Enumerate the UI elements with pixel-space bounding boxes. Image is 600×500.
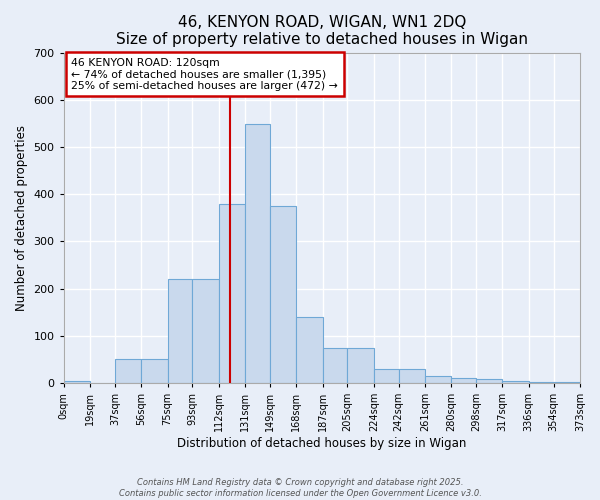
Bar	[451, 378, 476, 383]
Bar	[502, 380, 529, 383]
Bar	[64, 380, 90, 383]
Bar	[323, 348, 347, 383]
Bar	[374, 369, 398, 383]
Bar	[270, 206, 296, 383]
Bar	[245, 124, 270, 383]
Bar	[476, 380, 502, 383]
Bar	[219, 204, 245, 383]
Bar	[193, 279, 219, 383]
Bar	[115, 360, 141, 383]
Bar	[398, 369, 425, 383]
Title: 46, KENYON ROAD, WIGAN, WN1 2DQ
Size of property relative to detached houses in : 46, KENYON ROAD, WIGAN, WN1 2DQ Size of …	[116, 15, 528, 48]
Text: 46 KENYON ROAD: 120sqm
← 74% of detached houses are smaller (1,395)
25% of semi-: 46 KENYON ROAD: 120sqm ← 74% of detached…	[71, 58, 338, 91]
Bar	[554, 382, 580, 383]
Bar	[425, 376, 451, 383]
Bar	[167, 279, 193, 383]
Text: Contains HM Land Registry data © Crown copyright and database right 2025.
Contai: Contains HM Land Registry data © Crown c…	[119, 478, 481, 498]
X-axis label: Distribution of detached houses by size in Wigan: Distribution of detached houses by size …	[177, 437, 467, 450]
Bar	[347, 348, 374, 383]
Y-axis label: Number of detached properties: Number of detached properties	[15, 125, 28, 311]
Bar	[529, 382, 554, 383]
Bar	[141, 360, 167, 383]
Bar	[296, 317, 323, 383]
